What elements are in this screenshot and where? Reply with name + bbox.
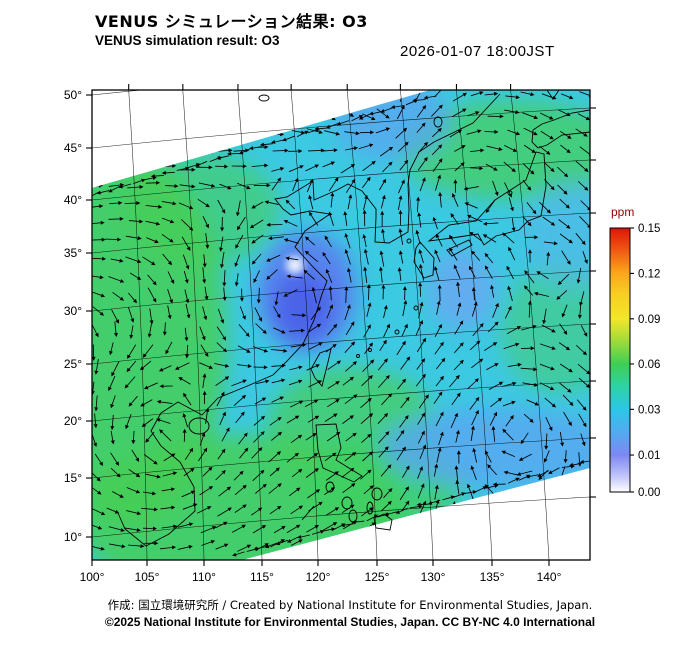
lon-tick-label: 105° [135,570,160,584]
miyako-island [368,348,372,352]
lon-tick-label: 120° [306,570,331,584]
lat-tick-label: 35° [64,246,82,260]
asia-mainland-coastline [117,93,501,547]
lon-tick-label: 110° [192,570,216,584]
honshu-island [427,151,547,246]
amami-island [413,305,419,311]
concentration-field [92,90,590,560]
credit-line: 作成: 国立環境研究所 / Created by National Instit… [107,598,593,612]
mindoro-island [325,481,335,493]
coastlines [117,90,590,547]
colorbar-unit-label: ppm [611,205,634,219]
hokkaido-island [531,109,590,149]
colorbar-tick-label: 0.09 [638,314,660,326]
colorbar-tick-label: 0.01 [638,450,660,462]
colorbar-tick-label: 0.15 [638,223,660,235]
lon-tick-label: 140° [537,570,562,584]
lat-tick-label: 45° [64,141,82,155]
hainan-island [188,417,210,435]
lon-tick-label: 125° [365,570,390,584]
samar-island [371,487,383,501]
lat-tick-label: 15° [64,471,82,485]
lat-tick-label: 25° [64,357,82,371]
colorbar-tick-label: 0.00 [638,487,660,499]
tsushima-island [406,238,412,244]
lon-tick-label: 100° [80,570,105,584]
lat-tick-label: 50° [64,88,82,102]
lat-tick-label: 30° [64,304,82,318]
axis-labels: 50° 45° 40° 35° 30° 25° 20° 15° 10° 100° 105° 110° 1… [64,84,596,584]
mindanao-island [373,513,393,531]
license-line: ©2025 National Institute for Environment… [104,615,596,629]
lat-tick-label: 40° [64,193,82,207]
colorbar-tick-label: 0.06 [638,359,660,371]
colorbar: ppm 0.15 0.12 0.09 0.06 0.03 0.01 0.00 [609,205,660,499]
lon-tick-label: 115° [250,570,274,584]
page-title-english: VENUS simulation result: O3 [95,33,280,48]
lat-tick-label: 10° [64,530,82,544]
lake-khanka [433,116,443,128]
lon-tick-label: 130° [421,570,446,584]
colorbar-tick-label: 0.12 [638,268,660,280]
page-title-japanese: VENUS シミュレーション結果: O3 [95,12,368,31]
colorbar-tick-label: 0.03 [638,404,660,416]
colorbar-border [609,227,631,493]
shikoku-island [446,239,473,257]
lake-hulun [258,94,270,102]
ishigaki-island [356,354,360,358]
colorbar-tick-labels: 0.15 0.12 0.09 0.06 0.03 0.01 0.00 [630,223,660,499]
panay-island [341,496,353,510]
lon-tick-label: 135° [480,570,505,584]
taiwan-island [310,348,332,387]
lat-tick-label: 20° [64,414,82,428]
okinawa-island [394,329,400,335]
luzon-island [315,423,363,483]
colorbar-gradient [610,228,630,492]
map-frame [91,89,591,561]
timestamp: 2026-01-07 18:00JST [400,43,555,60]
kyushu-island [413,241,435,279]
